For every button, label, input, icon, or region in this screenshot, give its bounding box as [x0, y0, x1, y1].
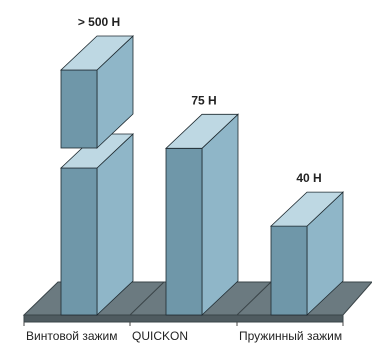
category-labels: Винтовой зажим QUICKON Пружинный зажим: [26, 329, 342, 343]
bar-top: [269, 191, 345, 227]
bar-front: [60, 69, 98, 149]
bar-top: [164, 113, 240, 149]
bar-2: [269, 191, 345, 316]
floor-divider: [236, 281, 272, 316]
category-label: Пружинный зажим: [239, 329, 342, 343]
bars: [59, 35, 345, 316]
bar-top: [59, 35, 135, 71]
bar-1: [164, 113, 240, 316]
bar-0-lower: [59, 133, 135, 316]
value-label: 40 Н: [296, 171, 321, 185]
category-label: Винтовой зажим: [26, 329, 117, 343]
floor-divider: [129, 281, 165, 316]
value-label: 75 Н: [191, 93, 216, 107]
floor-front: [23, 314, 344, 323]
bar-front: [60, 167, 98, 316]
category-label: QUICKON: [132, 329, 188, 343]
value-label: > 500 Н: [78, 15, 120, 29]
bar-front: [270, 225, 308, 316]
bar-0-upper: [59, 35, 135, 149]
value-labels: > 500 Н 75 Н 40 Н: [78, 15, 322, 185]
bar-front: [165, 147, 203, 316]
bar-side: [201, 113, 239, 316]
